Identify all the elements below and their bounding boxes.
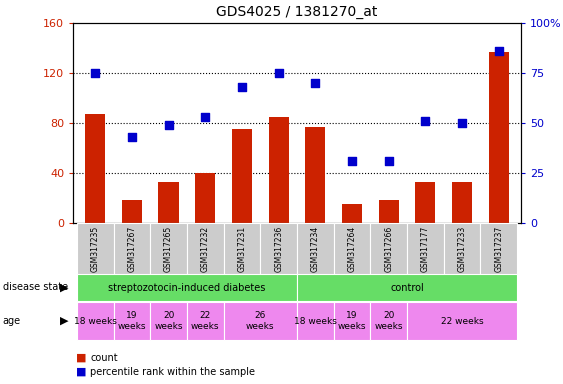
Text: GSM317264: GSM317264: [347, 225, 356, 272]
Bar: [114, 302, 150, 340]
Bar: [480, 223, 517, 275]
Bar: [407, 302, 517, 340]
Text: GSM317265: GSM317265: [164, 225, 173, 272]
Text: GSM317231: GSM317231: [238, 225, 247, 272]
Bar: [187, 302, 224, 340]
Bar: [269, 117, 289, 223]
Bar: [334, 302, 370, 340]
Bar: [187, 223, 224, 275]
Title: GDS4025 / 1381270_at: GDS4025 / 1381270_at: [216, 5, 378, 19]
Text: ■: ■: [76, 367, 87, 377]
Bar: [224, 302, 297, 340]
Bar: [224, 223, 260, 275]
Text: streptozotocin-induced diabetes: streptozotocin-induced diabetes: [108, 283, 266, 293]
Text: GSM317235: GSM317235: [91, 225, 100, 272]
Bar: [77, 223, 114, 275]
Bar: [150, 302, 187, 340]
Point: [91, 70, 100, 76]
Bar: [77, 302, 114, 340]
Point: [347, 158, 356, 164]
Text: GSM317232: GSM317232: [201, 225, 210, 272]
Text: ■: ■: [76, 353, 87, 363]
Point: [494, 48, 503, 54]
Text: GSM317266: GSM317266: [384, 225, 393, 272]
Bar: [85, 114, 105, 223]
Text: 19
weeks: 19 weeks: [338, 311, 367, 331]
Bar: [370, 302, 407, 340]
Bar: [159, 182, 178, 223]
Text: ▶: ▶: [60, 316, 69, 326]
Bar: [114, 223, 150, 275]
Text: GSM317234: GSM317234: [311, 225, 320, 272]
Bar: [77, 274, 297, 301]
Bar: [334, 223, 370, 275]
Bar: [260, 223, 297, 275]
Bar: [232, 129, 252, 223]
Point: [311, 80, 320, 86]
Bar: [342, 204, 362, 223]
Text: disease state: disease state: [3, 282, 68, 292]
Text: 18 weeks: 18 weeks: [74, 316, 117, 326]
Text: 22 weeks: 22 weeks: [441, 316, 484, 326]
Text: GSM317267: GSM317267: [127, 225, 136, 272]
Bar: [444, 223, 480, 275]
Bar: [297, 223, 334, 275]
Text: ▶: ▶: [60, 282, 69, 292]
Text: count: count: [90, 353, 118, 363]
Text: GSM317177: GSM317177: [421, 225, 430, 272]
Bar: [122, 200, 142, 223]
Text: 18 weeks: 18 weeks: [294, 316, 337, 326]
Text: GSM317233: GSM317233: [458, 225, 467, 272]
Point: [458, 120, 467, 126]
Text: GSM317236: GSM317236: [274, 225, 283, 272]
Point: [384, 158, 393, 164]
Text: percentile rank within the sample: percentile rank within the sample: [90, 367, 255, 377]
Text: age: age: [3, 316, 21, 326]
Bar: [452, 182, 472, 223]
Text: GSM317237: GSM317237: [494, 225, 503, 272]
Point: [421, 118, 430, 124]
Bar: [370, 223, 407, 275]
Point: [201, 114, 210, 120]
Bar: [489, 52, 509, 223]
Text: 20
weeks: 20 weeks: [154, 311, 183, 331]
Text: 26
weeks: 26 weeks: [246, 311, 275, 331]
Bar: [378, 200, 399, 223]
Bar: [305, 127, 325, 223]
Point: [127, 134, 136, 140]
Text: 20
weeks: 20 weeks: [374, 311, 403, 331]
Bar: [407, 223, 444, 275]
Text: 22
weeks: 22 weeks: [191, 311, 220, 331]
Text: control: control: [390, 283, 424, 293]
Bar: [415, 182, 435, 223]
Bar: [297, 274, 517, 301]
Bar: [297, 302, 334, 340]
Bar: [195, 173, 216, 223]
Point: [274, 70, 283, 76]
Text: 19
weeks: 19 weeks: [118, 311, 146, 331]
Bar: [150, 223, 187, 275]
Point: [238, 84, 247, 90]
Point: [164, 122, 173, 128]
